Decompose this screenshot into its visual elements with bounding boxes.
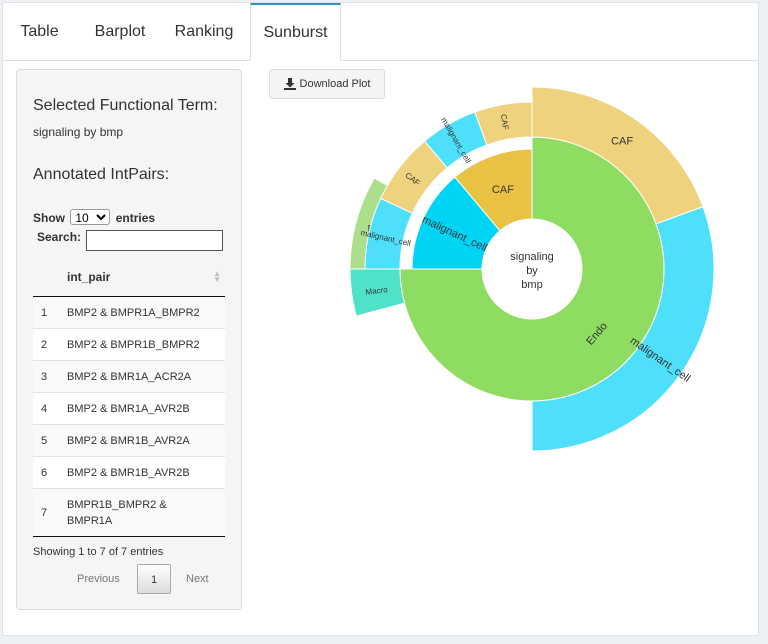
sunburst-segment[interactable] <box>474 101 533 146</box>
search-input[interactable] <box>86 230 223 251</box>
table-row[interactable]: 5 BMP2 & BMR1B_AVR2A <box>33 424 225 457</box>
download-plot-button[interactable]: Download Plot <box>269 69 385 99</box>
row-int-pair: BMP2 & BMR1B_AVR2A <box>67 424 225 457</box>
sunburst-segment-label: CAF <box>492 184 514 196</box>
table-info: Showing 1 to 7 of 7 entries <box>33 546 164 558</box>
row-index: 3 <box>33 360 67 393</box>
sunburst-segment[interactable] <box>531 206 715 452</box>
tab-ranking[interactable]: Ranking <box>174 23 234 40</box>
row-int-pair: BMP2 & BMR1A_AVR2B <box>67 392 225 425</box>
column-header-int-pair[interactable]: int_pair ▲ ▼ <box>67 258 225 297</box>
next-button[interactable]: Next <box>186 573 209 585</box>
selected-term-heading: Selected Functional Term: <box>33 97 218 114</box>
search-label: Search: <box>37 230 82 244</box>
sunburst-segment-label: Macro <box>365 285 389 297</box>
row-index: 4 <box>33 392 67 425</box>
download-plot-label: Download Plot <box>299 78 371 90</box>
tab-sunburst[interactable]: Sunburst <box>250 3 341 61</box>
annotated-intpairs-heading: Annotated IntPairs: <box>33 166 170 183</box>
sunburst-segment-label: CAF <box>611 135 633 147</box>
index-header <box>33 258 67 297</box>
table-row[interactable]: 7 BMPR1B_BMPR2 & BMPR1A <box>33 488 225 537</box>
row-index: 5 <box>33 424 67 457</box>
page-length-select[interactable]: 10 <box>70 209 111 225</box>
show-label: Show <box>33 211 65 225</box>
row-index: 7 <box>33 488 67 537</box>
page-length-control: Show 10 entries <box>33 209 155 225</box>
row-index: 2 <box>33 328 67 361</box>
row-index: 6 <box>33 456 67 489</box>
sunburst-chart: signalingbybmpEndomalignant_cellCAFCAFma… <box>349 86 715 452</box>
row-int-pair: BMP2 & BMR1B_AVR2B <box>67 456 225 489</box>
table-row[interactable]: 2 BMP2 & BMPR1B_BMPR2 <box>33 328 225 361</box>
main-panel: Table Barplot Ranking Sunburst Selected … <box>2 2 759 636</box>
sunburst-center-label: by <box>526 265 538 277</box>
selected-term-value: signaling by bmp <box>33 125 124 139</box>
previous-button[interactable]: Previous <box>77 573 120 585</box>
table-row[interactable]: 4 BMP2 & BMR1A_AVR2B <box>33 392 225 425</box>
table-row[interactable]: 6 BMP2 & BMR1B_AVR2B <box>33 456 225 489</box>
tab-barplot[interactable]: Barplot <box>94 23 146 40</box>
tab-table[interactable]: Table <box>20 23 59 40</box>
sunburst-segment[interactable] <box>454 148 533 232</box>
sunburst-root: signalingbybmpEndomalignant_cellCAFCAFma… <box>349 86 715 452</box>
row-int-pair: BMP2 & BMPR1A_BMPR2 <box>67 296 225 329</box>
row-int-pair: BMPR1B_BMPR2 & BMPR1A <box>67 488 225 537</box>
sort-icon: ▲ ▼ <box>213 269 221 284</box>
sunburst-center <box>482 219 582 319</box>
sunburst-center-label: signaling <box>510 251 553 263</box>
row-int-pair: BMP2 & BMR1A_ACR2A <box>67 360 225 393</box>
row-int-pair: BMP2 & BMPR1B_BMPR2 <box>67 328 225 361</box>
sunburst-center-label: bmp <box>521 279 542 291</box>
tab-bar: Table Barplot Ranking Sunburst <box>3 3 758 61</box>
page-1-button[interactable]: 1 <box>137 564 171 594</box>
download-icon <box>283 78 296 90</box>
sidebar: Selected Functional Term: signaling by b… <box>16 69 242 610</box>
table-row[interactable]: 1 BMP2 & BMPR1A_BMPR2 <box>33 296 225 329</box>
entries-label: entries <box>115 211 156 225</box>
sunburst-segment-label: CAF <box>499 113 511 130</box>
row-index: 1 <box>33 296 67 329</box>
table-row[interactable]: 3 BMP2 & BMR1A_ACR2A <box>33 360 225 393</box>
intpair-table: int_pair ▲ ▼ 1 BMP2 & BMPR1A_BMPR2 2 BMP2… <box>33 258 225 537</box>
column-header-label: int_pair <box>67 270 111 284</box>
